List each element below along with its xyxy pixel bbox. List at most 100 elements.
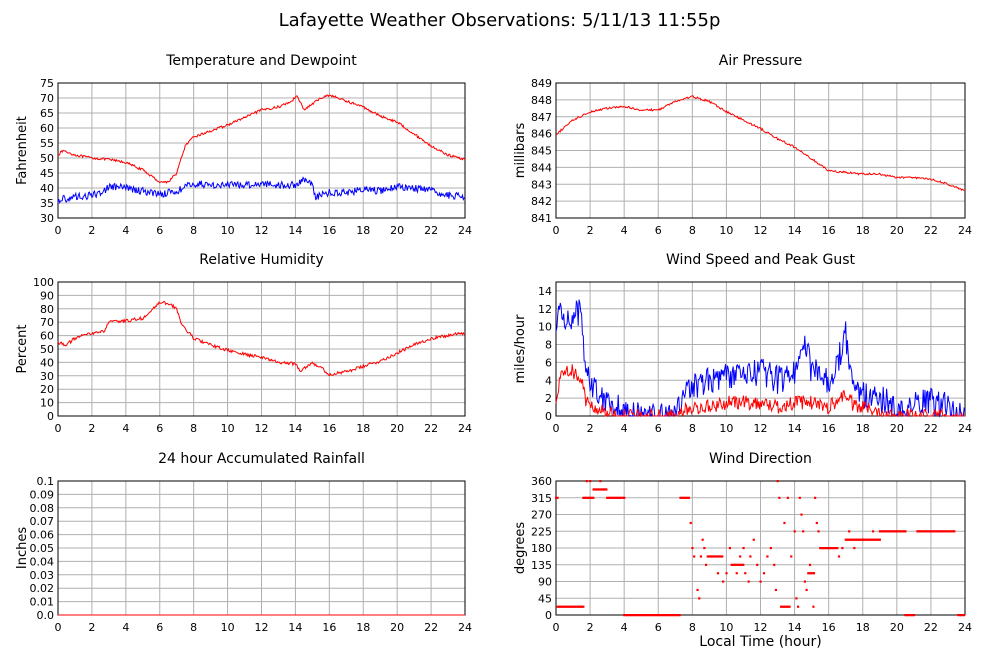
direction-point — [946, 530, 949, 533]
direction-point — [888, 530, 891, 533]
direction-point — [595, 488, 598, 491]
y-tick-label: 0.1 — [37, 475, 55, 488]
direction-point — [650, 614, 653, 617]
direction-point — [715, 555, 718, 558]
y-tick-label: 8 — [545, 339, 552, 352]
direction-point — [563, 605, 567, 608]
direction-point — [796, 605, 800, 608]
direction-point — [962, 614, 966, 617]
direction-point — [644, 614, 647, 617]
direction-point — [658, 614, 661, 617]
direction-point — [933, 530, 936, 533]
direction-point — [856, 538, 859, 541]
direction-point — [934, 530, 937, 533]
direction-point — [742, 547, 745, 550]
temperature-dewpoint-chart: Temperature and Dewpoint 0 2 4 6 8 10 12 14 16 18… — [15, 53, 472, 237]
direction-svg: 0 2 4 6 8 10 12 14 16 18 20 22 240459013518022527031… — [513, 475, 972, 634]
series-line — [57, 94, 466, 184]
y-tick-label: 60 — [40, 330, 54, 343]
direction-point — [583, 496, 586, 499]
direction-point — [930, 530, 933, 533]
x-tick-label: 10 — [221, 224, 235, 237]
x-tick-label: 12 — [754, 621, 768, 634]
relative-humidity-chart: Relative Humidity 0 2 4 6 8 10 12 14 16 18 20 22 24 0… — [15, 252, 472, 435]
direction-point — [812, 605, 815, 608]
y-tick-label: 315 — [531, 492, 552, 505]
y-tick-label: 55 — [40, 137, 54, 150]
direction-point — [951, 530, 954, 533]
x-tick-label: 4 — [621, 621, 628, 634]
x-tick-label: 6 — [156, 621, 163, 634]
temp-svg: 0 2 4 6 8 10 12 14 16 18 20 22 243035404550556065707… — [15, 77, 472, 237]
x-tick-label: 8 — [190, 224, 197, 237]
x-tick-label: 4 — [621, 224, 628, 237]
direction-point — [871, 530, 875, 533]
direction-point — [774, 588, 778, 592]
rain-svg: 0 2 4 6 8 10 12 14 16 18 20 22 240.00.010.020.030.04… — [15, 475, 472, 634]
x-tick-label: 0 — [55, 621, 62, 634]
direction-point — [883, 530, 886, 533]
direction-point — [873, 538, 876, 541]
direction-point — [716, 572, 720, 575]
direction-point — [821, 547, 825, 550]
y-tick-label: 30 — [40, 212, 54, 225]
direction-point — [593, 488, 597, 491]
direction-point — [892, 530, 896, 533]
y-tick-label: 0.04 — [30, 555, 55, 568]
direction-point — [908, 614, 911, 617]
direction-point — [704, 563, 708, 566]
direction-point — [714, 555, 717, 558]
plot-frame — [555, 82, 966, 219]
direction-point — [685, 496, 688, 499]
x-tick-label: 4 — [122, 224, 129, 237]
direction-point — [691, 547, 694, 550]
x-tick-label: 6 — [655, 224, 662, 237]
direction-point — [850, 538, 853, 541]
direction-point — [836, 547, 839, 550]
direction-point — [881, 530, 884, 533]
y-tick-label: 14 — [538, 285, 552, 298]
y-tick-label: 135 — [531, 559, 552, 572]
direction-point — [674, 614, 677, 617]
direction-point — [901, 530, 904, 533]
direction-point — [689, 521, 692, 525]
x-tick-label: 2 — [88, 224, 95, 237]
direction-point — [706, 555, 709, 558]
direction-point — [902, 530, 906, 533]
direction-point — [708, 555, 711, 558]
y-tick-label: 848 — [531, 94, 552, 107]
direction-point — [575, 605, 578, 608]
direction-point — [874, 538, 877, 541]
direction-point — [795, 597, 798, 600]
direction-point — [733, 563, 736, 566]
direction-point — [802, 530, 805, 533]
x-tick-label: 6 — [655, 422, 662, 435]
direction-point — [716, 555, 720, 558]
direction-point — [709, 555, 712, 558]
plot-frame — [57, 281, 466, 417]
x-tick-label: 16 — [822, 422, 836, 435]
direction-point — [916, 530, 919, 533]
direction-point — [812, 572, 816, 575]
wind-svg: 0 2 4 6 8 10 12 14 16 18 20 22 2402468101214miles/ho… — [513, 281, 972, 435]
direction-point — [779, 605, 783, 608]
direction-point — [960, 614, 963, 617]
direction-point — [596, 488, 599, 491]
direction-point — [737, 563, 741, 566]
direction-point — [606, 496, 609, 499]
pressure-svg: 0 2 4 6 8 10 12 14 16 18 20 22 248418428438448458468… — [513, 77, 972, 237]
direction-point — [624, 614, 627, 617]
direction-point — [919, 530, 922, 533]
y-tick-label: 842 — [531, 195, 552, 208]
direction-point — [864, 538, 867, 541]
direction-point — [621, 496, 624, 499]
humidity-svg: 0 2 4 6 8 10 12 14 16 18 20 22 240102030405060708090… — [15, 276, 472, 435]
direction-point — [826, 547, 829, 550]
x-tick-label: 0 — [55, 422, 62, 435]
direction-point — [703, 547, 706, 550]
direction-point — [582, 605, 585, 608]
direction-point — [785, 605, 788, 608]
direction-point — [851, 538, 855, 541]
y-tick-label: 846 — [531, 128, 552, 141]
x-tick-label: 6 — [156, 224, 163, 237]
